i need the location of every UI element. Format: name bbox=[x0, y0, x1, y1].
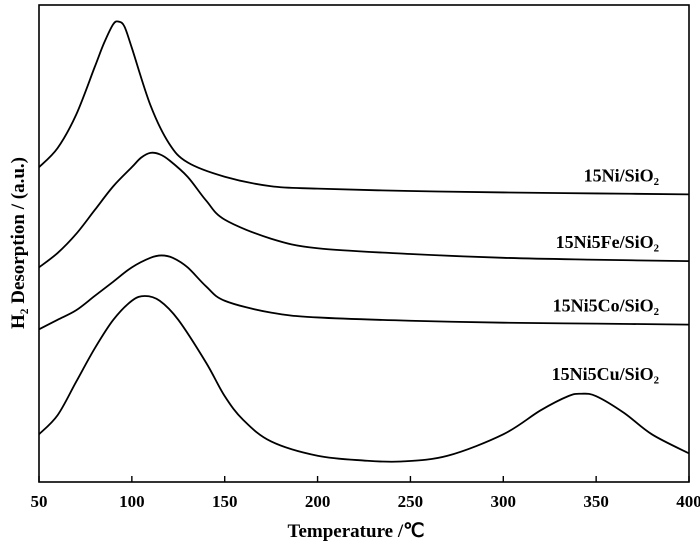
y-axis-title: H₂ Desorption / (a.u.) bbox=[8, 157, 29, 329]
x-tick-label: 300 bbox=[491, 492, 517, 511]
x-tick-label: 250 bbox=[398, 492, 424, 511]
plot-frame bbox=[38, 4, 690, 483]
series-label-15ni5co: 15Ni5Co/SiO₂ bbox=[553, 296, 659, 316]
series-label-15ni: 15Ni/SiO₂ bbox=[584, 165, 659, 185]
x-tick-label: 350 bbox=[583, 492, 609, 511]
x-axis: 50 100 150 200 250 300 350 400 bbox=[31, 476, 700, 511]
x-tick-label: 200 bbox=[305, 492, 331, 511]
curves-layer bbox=[38, 20, 690, 463]
x-tick-label: 100 bbox=[119, 492, 145, 511]
x-tick-label: 150 bbox=[212, 492, 238, 511]
series-line-15ni5cu bbox=[38, 295, 690, 463]
series-label-15ni5cu: 15Ni5Cu/SiO₂ bbox=[552, 364, 659, 384]
series-line-15ni5fe bbox=[38, 151, 690, 269]
series-labels-layer: 15Ni/SiO₂ 15Ni5Fe/SiO₂ 15Ni5Co/SiO₂ 15Ni5Cu… bbox=[552, 165, 659, 383]
x-axis-title: Temperature /℃ bbox=[288, 521, 425, 542]
series-line-15ni5co bbox=[38, 254, 690, 331]
x-tick-label: 400 bbox=[676, 492, 700, 511]
series-line-15ni bbox=[38, 20, 690, 196]
x-tick-label: 50 bbox=[31, 492, 48, 511]
series-label-15ni5fe: 15Ni5Fe/SiO₂ bbox=[556, 232, 659, 252]
